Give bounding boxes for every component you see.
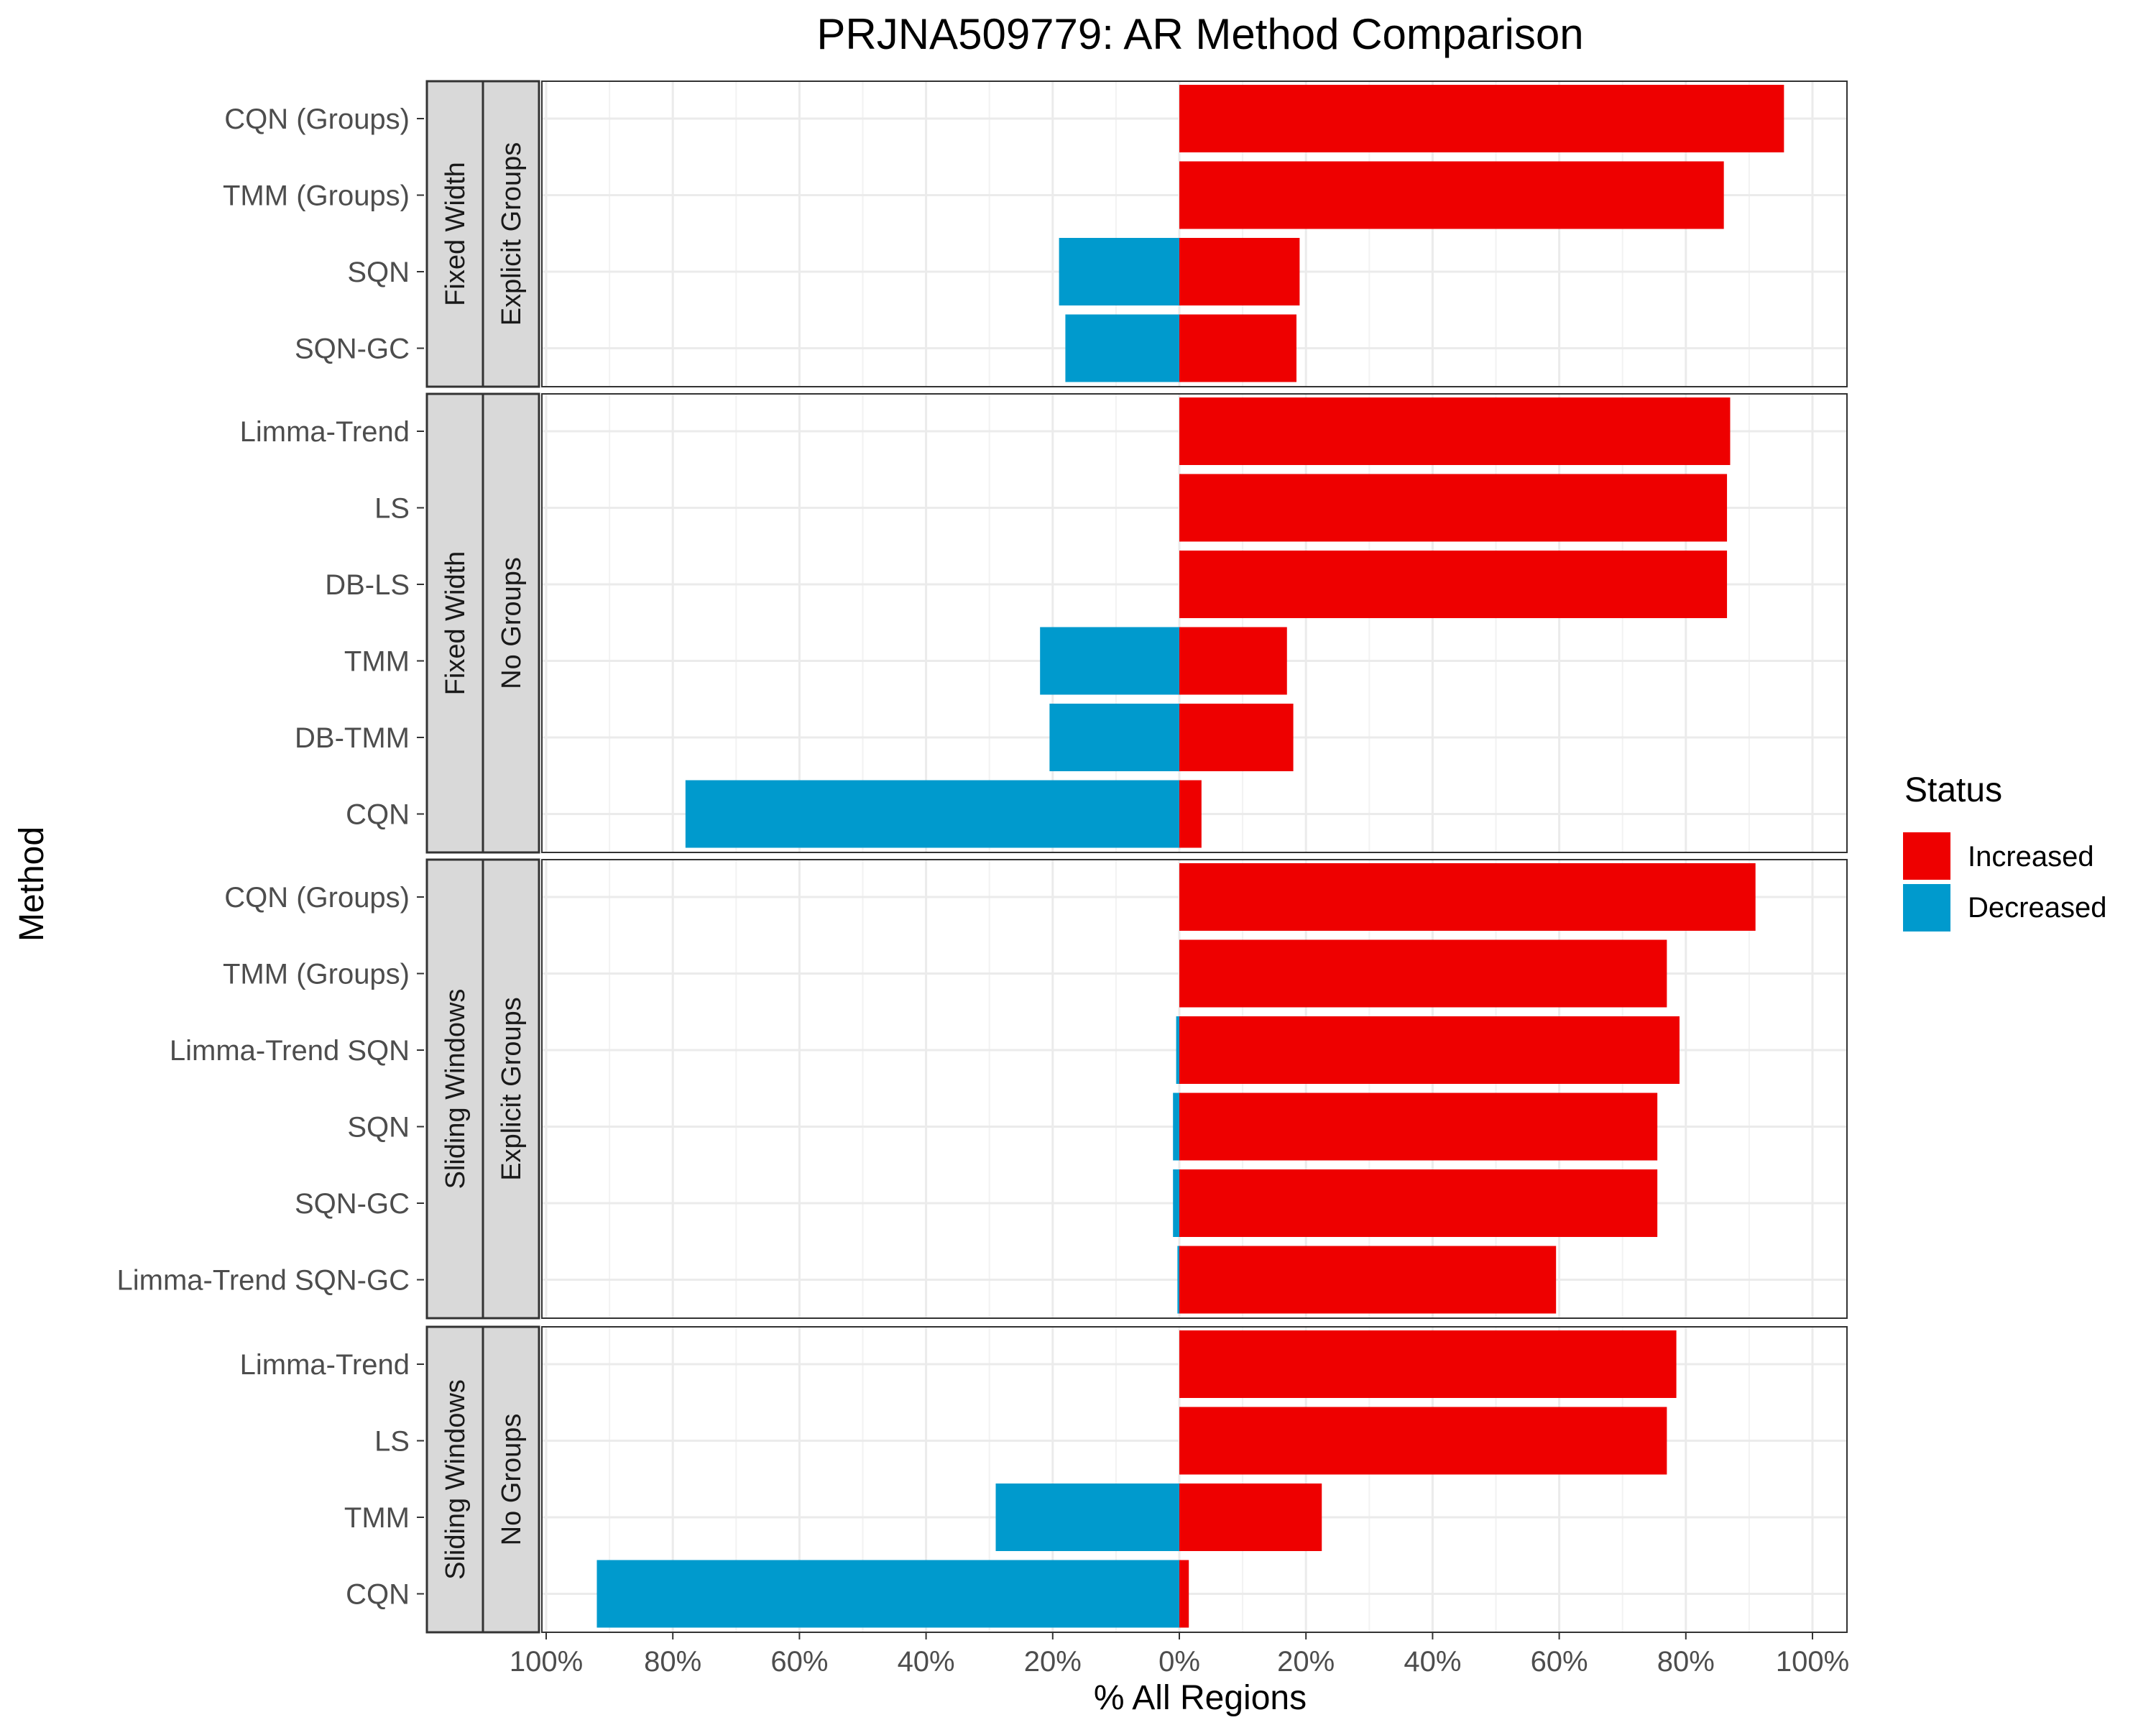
x-tick-label: 60%: [1531, 1646, 1588, 1678]
panel-border: [541, 859, 1848, 1319]
facet-panel-1: CQN (Groups) TMM (Groups) SQN SQN-GC Fixed W…: [223, 80, 1848, 388]
y-tick-label: TMM (Groups): [223, 180, 410, 212]
legend-swatch-increased: [1903, 832, 1950, 880]
y-tick-label: TMM: [344, 1502, 410, 1534]
x-tick-label: 80%: [644, 1646, 701, 1678]
strip-inner: [482, 1325, 540, 1634]
facet-panel-3: CQN (Groups) TMM (Groups) Limma-Trend SQN S…: [117, 858, 1848, 1320]
bar-increased-tmm-groups: [1179, 161, 1724, 229]
y-tick-label: CQN (Groups): [224, 882, 410, 914]
bar-increased-cqn: [1179, 1560, 1189, 1628]
y-tick-label: SQN-GC: [295, 334, 410, 365]
strip-inner: [482, 80, 540, 388]
bar-decreased-sqn-gc: [1065, 314, 1179, 382]
bar-decreased-db-tmm: [1049, 704, 1179, 771]
strip-outer-label: Sliding Windows: [441, 1379, 471, 1580]
panel-border: [541, 80, 1848, 387]
y-tick-label: DB-LS: [325, 569, 410, 601]
y-tick-label: LS: [374, 493, 410, 525]
panel-border: [541, 393, 1848, 853]
strip-inner-label: Explicit Groups: [497, 997, 527, 1181]
legend-swatch-decreased: [1903, 884, 1950, 932]
y-tick-label: SQN: [347, 257, 410, 288]
panel-background: [542, 394, 1847, 852]
strip-inner: [482, 392, 540, 854]
strip-inner-label: Explicit Groups: [497, 142, 527, 326]
x-tick-label: 20%: [1024, 1646, 1082, 1678]
y-tick-label: TMM: [344, 646, 410, 678]
bar-decreased-cqn: [596, 1560, 1179, 1628]
bar-increased-sqn-gc: [1179, 314, 1296, 382]
facet-panels: CQN (Groups) TMM (Groups) SQN SQN-GC Fixed W…: [117, 80, 1848, 1634]
bar-increased-ls: [1179, 1407, 1667, 1475]
strip-inner-label: No Groups: [497, 1414, 527, 1546]
x-tick-label: 80%: [1657, 1646, 1715, 1678]
bar-increased-tmm-groups: [1179, 939, 1667, 1008]
bar-increased-ls: [1179, 474, 1728, 542]
x-tick-label: 60%: [770, 1646, 828, 1678]
x-tick-label: 20%: [1277, 1646, 1335, 1678]
y-tick-label: SQN: [347, 1112, 410, 1144]
strip-outer: [425, 858, 484, 1320]
y-tick-label: Limma-Trend: [240, 1349, 410, 1381]
y-axis-title: Method: [13, 827, 51, 942]
y-tick-label: DB-TMM: [295, 722, 410, 754]
bar-increased-limma-trend-sqn: [1179, 1016, 1680, 1084]
y-tick-label: Limma-Trend SQN: [170, 1035, 410, 1067]
bar-increased-db-tmm: [1179, 704, 1294, 771]
bar-increased-sqn-gc: [1179, 1169, 1658, 1237]
panel-border: [541, 1326, 1848, 1633]
bar-increased-sqn: [1179, 238, 1300, 305]
y-tick-label: SQN-GC: [295, 1188, 410, 1220]
y-tick-label: LS: [374, 1426, 410, 1458]
strip-outer: [425, 80, 484, 388]
bar-decreased-limma-trend-sqn-gc: [1177, 1246, 1179, 1314]
bar-increased-cqn-groups: [1179, 85, 1784, 152]
x-tick-label: 100%: [1776, 1646, 1849, 1678]
bar-decreased-tmm: [1040, 627, 1179, 695]
strip-inner-label: No Groups: [497, 557, 527, 689]
y-tick-label: CQN: [346, 799, 410, 831]
facet-panel-2: Limma-Trend LS DB-LS TMM DB-TMM CQN Fixed Widt…: [240, 392, 1848, 854]
legend-label-decreased: Decreased: [1968, 892, 2106, 924]
bar-increased-limma-trend: [1179, 1330, 1677, 1398]
x-tick-label: 40%: [1404, 1646, 1461, 1678]
bar-decreased-sqn-gc: [1173, 1169, 1179, 1237]
x-axis-title: % All Regions: [1094, 1679, 1307, 1717]
bar-increased-limma-trend-sqn-gc: [1179, 1246, 1557, 1314]
legend: Status Increased Decreased: [1903, 771, 2106, 932]
strip-outer: [425, 392, 484, 854]
y-tick-label: TMM (Groups): [223, 959, 410, 990]
bar-increased-db-ls: [1179, 551, 1728, 618]
y-tick-label: CQN (Groups): [224, 104, 410, 135]
y-tick-label: Limma-Trend: [240, 416, 410, 448]
bar-decreased-limma-trend-sqn: [1176, 1016, 1179, 1084]
strip-outer-label: Fixed Width: [441, 162, 471, 306]
bar-decreased-tmm: [995, 1484, 1179, 1551]
bar-increased-cqn-groups: [1179, 863, 1756, 931]
facet-panel-4: Limma-Trend LS TMM CQN Sliding Windows No Gro…: [240, 1325, 1848, 1634]
bar-increased-tmm: [1179, 627, 1287, 695]
chart-title: PRJNA509779: AR Method Comparison: [816, 10, 1583, 58]
panel-background: [542, 860, 1847, 1318]
strip-outer-label: Fixed Width: [441, 551, 471, 696]
bar-increased-tmm: [1179, 1484, 1322, 1551]
bar-decreased-sqn: [1059, 238, 1179, 305]
x-tick-label: 100%: [510, 1646, 583, 1678]
bar-decreased-sqn: [1173, 1092, 1179, 1161]
x-tick-label: 0%: [1158, 1646, 1200, 1678]
x-tick-label: 40%: [898, 1646, 955, 1678]
x-axis: 100% 80% 60% 40% 20% 0% 20% 40% 60% 80% 100%: [510, 1632, 1849, 1678]
bar-increased-cqn: [1179, 780, 1202, 848]
bar-increased-sqn: [1179, 1092, 1658, 1161]
bar-decreased-cqn: [685, 780, 1179, 848]
y-tick-label: Limma-Trend SQN-GC: [117, 1265, 410, 1297]
y-tick-label: CQN: [346, 1579, 410, 1611]
legend-title: Status: [1904, 771, 2002, 809]
legend-label-increased: Increased: [1968, 841, 2094, 873]
strip-outer-label: Sliding Windows: [441, 989, 471, 1190]
bar-increased-limma-trend: [1179, 397, 1731, 465]
strip-inner: [482, 858, 540, 1320]
